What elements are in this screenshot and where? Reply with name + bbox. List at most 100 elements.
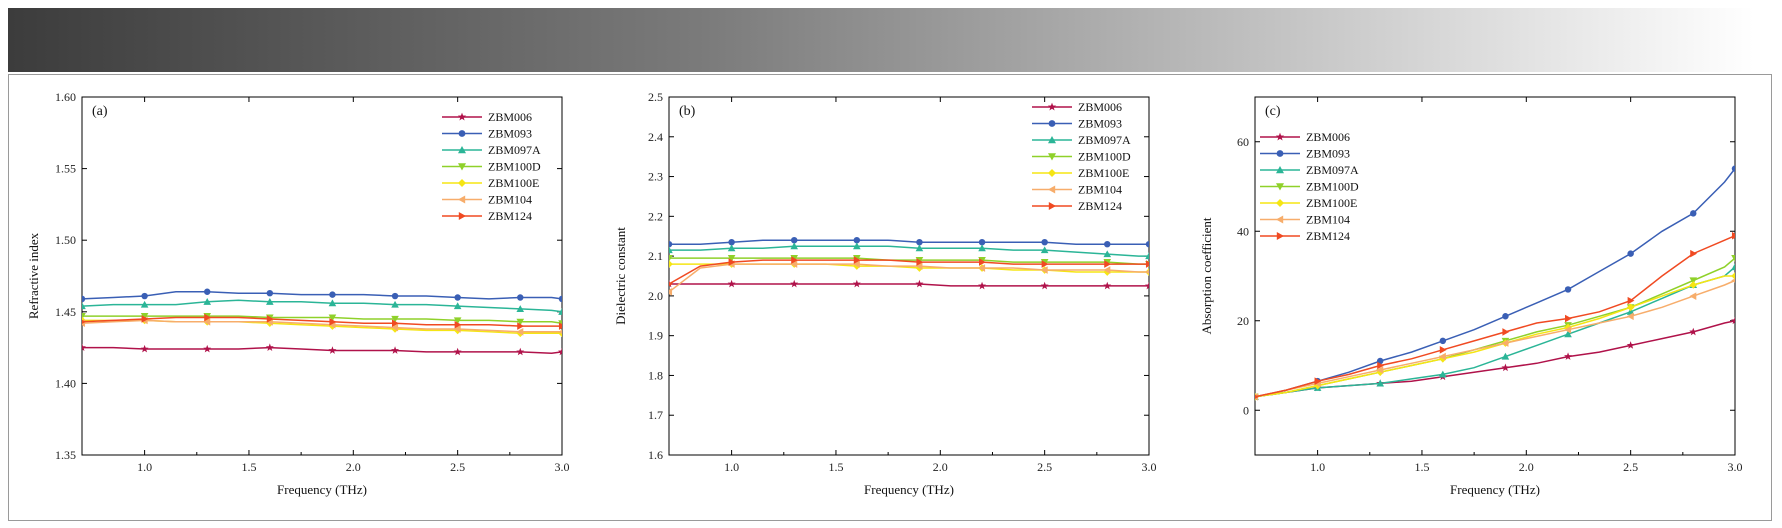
- data-point: [516, 328, 524, 336]
- data-point: [517, 322, 525, 330]
- data-point: [915, 244, 924, 252]
- x-axis-label: Frequency (THz): [1450, 482, 1540, 497]
- legend-marker: [1276, 199, 1284, 207]
- legend-marker: [458, 212, 466, 220]
- data-point: [1376, 366, 1384, 374]
- data-point: [1501, 363, 1510, 372]
- data-point: [1564, 325, 1572, 334]
- data-point: [82, 343, 86, 351]
- data-point: [1040, 246, 1049, 254]
- x-tick-label: 1.0: [137, 460, 152, 474]
- legend-entry: ZBM097A: [488, 143, 541, 157]
- data-point: [1626, 341, 1635, 349]
- data-point: [915, 262, 923, 270]
- legend-entry: ZBM100D: [488, 160, 541, 174]
- data-point: [1314, 377, 1322, 385]
- data-point: [391, 292, 399, 300]
- data-point: [1690, 249, 1698, 258]
- data-point: [516, 318, 525, 326]
- y-tick-label: 1.45: [55, 305, 76, 319]
- data-point: [266, 315, 274, 323]
- legend-marker: [1276, 232, 1284, 240]
- data-point: [140, 313, 149, 320]
- data-point: [328, 346, 337, 354]
- legend-marker: [1048, 136, 1056, 144]
- data-point: [1376, 379, 1385, 387]
- data-point: [517, 294, 524, 301]
- data-point: [790, 236, 798, 244]
- data-point: [392, 319, 399, 328]
- plot-area: [668, 96, 1150, 456]
- data-point: [669, 240, 673, 248]
- legend-entry: ZBM093: [1078, 117, 1122, 131]
- data-point: [915, 279, 924, 288]
- legend-entry: ZBM100E: [1306, 196, 1357, 210]
- data-point: [1626, 312, 1634, 321]
- data-point: [204, 313, 212, 322]
- series-line-zbm006: [1255, 320, 1735, 398]
- legend-marker: [1048, 202, 1056, 210]
- data-point: [1145, 252, 1149, 260]
- x-tick-label: 2.0: [1519, 460, 1534, 474]
- x-tick-label: 2.5: [1623, 460, 1638, 474]
- data-point: [1731, 255, 1735, 262]
- data-point: [1689, 292, 1697, 300]
- data-point: [1145, 281, 1149, 290]
- data-point: [916, 238, 923, 246]
- panel-label: (a): [92, 104, 108, 119]
- plot-area: [81, 96, 563, 456]
- legend-entry: ZBM100E: [488, 176, 539, 190]
- data-point: [140, 344, 149, 353]
- data-point: [1564, 330, 1572, 338]
- data-point: [1627, 296, 1635, 305]
- legend-marker: [1048, 153, 1056, 161]
- data-point: [1439, 337, 1447, 345]
- y-axis-label: Absorption coefficient: [1199, 217, 1214, 334]
- data-point: [1731, 165, 1735, 172]
- data-point: [1103, 266, 1111, 274]
- legend-marker: [457, 112, 467, 121]
- y-tick-label: 1.35: [55, 448, 76, 462]
- data-point: [1041, 238, 1048, 246]
- data-point: [203, 288, 211, 295]
- data-point: [558, 295, 562, 303]
- y-tick-label: 1.50: [55, 233, 76, 247]
- data-point: [82, 313, 86, 320]
- legend-entry: ZBM124: [1078, 199, 1122, 213]
- data-point: [727, 255, 736, 262]
- x-tick-label: 1.0: [724, 460, 739, 474]
- y-tick-label: 1.55: [55, 162, 76, 176]
- data-point: [454, 294, 461, 301]
- data-point: [978, 264, 986, 272]
- data-point: [1627, 250, 1634, 257]
- data-point: [1439, 346, 1447, 354]
- data-point: [391, 315, 399, 323]
- data-point: [1731, 231, 1735, 240]
- chart-panel-2: 1.0 1.5 2.0 2.5 3.0 1.6 1.7 1.8 1.9 2.0 2.1 2.2 2.3 2…: [613, 90, 1157, 497]
- data-point: [454, 320, 462, 329]
- data-point: [328, 314, 337, 322]
- data-point: [1104, 240, 1111, 248]
- data-point: [558, 308, 562, 315]
- data-point: [1689, 277, 1698, 285]
- data-point: [669, 281, 673, 287]
- legend-entry: ZBM100E: [1078, 166, 1129, 180]
- x-tick-label: 1.5: [1414, 460, 1429, 474]
- x-tick-label: 2.5: [450, 460, 465, 474]
- y-tick-label: 1.6: [648, 448, 663, 462]
- data-point: [1731, 316, 1735, 325]
- data-point: [978, 281, 987, 290]
- data-point: [1501, 352, 1510, 360]
- data-point: [1040, 281, 1049, 290]
- legend-marker: [458, 130, 466, 137]
- legend-marker: [458, 195, 466, 204]
- legend-entry: ZBM124: [1306, 229, 1350, 243]
- legend-marker: [458, 146, 466, 154]
- data-point: [265, 343, 274, 351]
- data-point: [1439, 352, 1446, 361]
- data-point: [558, 329, 562, 334]
- legend-marker: [1048, 185, 1056, 194]
- x-tick-label: 2.5: [1037, 460, 1052, 474]
- series-line-zbm100d: [1255, 257, 1735, 398]
